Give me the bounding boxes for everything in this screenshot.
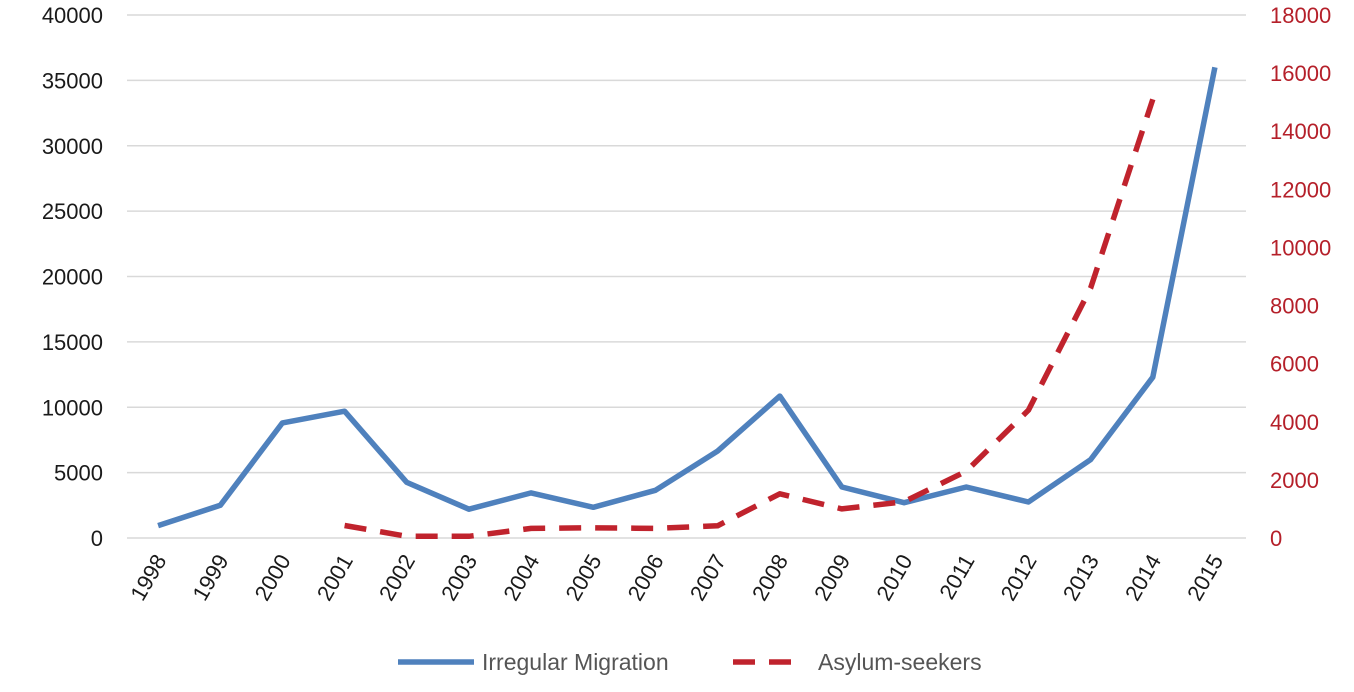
x-tick-label: 2001 [312,550,358,605]
x-tick-label: 2011 [934,550,979,603]
left-tick-label: 0 [91,526,103,551]
right-tick-label: 16000 [1270,61,1331,86]
x-tick-label: 2005 [560,550,606,605]
series-lines [157,66,1218,540]
right-tick-label: 8000 [1270,294,1319,319]
left-tick-label: 35000 [42,68,103,93]
x-tick-label: 2004 [498,550,544,605]
legend: Irregular Migration Asylum-seekers [398,649,982,675]
left-tick-label: 15000 [42,330,103,355]
left-axis-ticks: 0 5000 10000 15000 20000 25000 30000 35000 40000 [42,3,103,551]
x-tick-label: 1999 [187,550,233,605]
x-tick-label: 2003 [436,550,482,605]
x-tick-label: 2006 [623,550,669,605]
left-tick-label: 10000 [42,395,103,420]
right-tick-label: 0 [1270,526,1282,551]
x-tick-label: 2007 [685,550,731,605]
x-axis-ticks: 1998 1999 2000 2001 2002 2003 2004 2005 2006 2007… [125,550,1228,605]
right-tick-label: 4000 [1270,410,1319,435]
right-tick-label: 6000 [1270,352,1319,377]
x-tick-label: 2000 [250,550,296,605]
x-tick-label: 2013 [1058,550,1104,605]
x-tick-label: 2010 [871,550,917,605]
left-tick-label: 5000 [54,461,103,486]
x-tick-label: 2008 [747,550,793,605]
right-tick-label: 2000 [1270,468,1319,493]
asylum-seekers-line [344,98,1156,540]
gridlines [127,14,1246,539]
x-tick-label: 1998 [125,550,171,605]
x-tick-label: 2002 [374,550,420,605]
x-tick-label: 2015 [1182,550,1228,605]
left-tick-label: 25000 [42,199,103,224]
legend-label-asylum-seekers: Asylum-seekers [818,649,982,675]
x-tick-label: 2014 [1120,550,1166,605]
left-tick-label: 30000 [42,134,103,159]
x-tick-label: 2009 [809,550,855,605]
legend-label-irregular-migration: Irregular Migration [482,649,669,675]
right-tick-label: 18000 [1270,3,1331,28]
right-tick-label: 12000 [1270,177,1331,202]
irregular-migration-line [157,66,1218,529]
right-tick-label: 14000 [1270,119,1331,144]
x-tick-label: 2012 [996,550,1042,605]
right-axis-ticks: 0 2000 4000 6000 8000 10000 12000 14000 16000 180… [1270,3,1331,551]
left-tick-label: 40000 [42,3,103,28]
left-tick-label: 20000 [42,265,103,290]
right-tick-label: 10000 [1270,235,1331,260]
